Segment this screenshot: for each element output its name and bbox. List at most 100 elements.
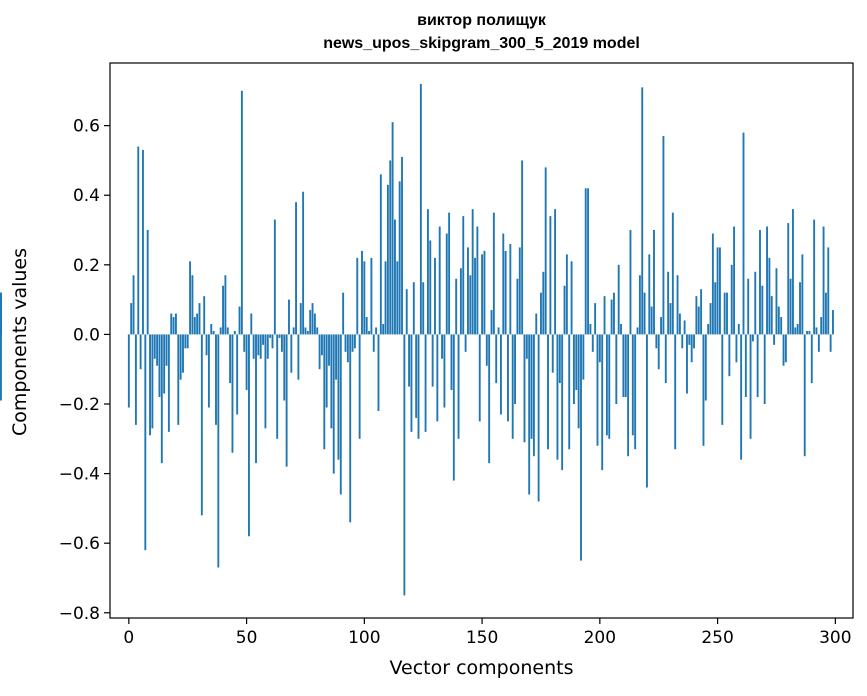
bar: [648, 254, 651, 335]
bar: [554, 209, 557, 335]
bar: [815, 327, 818, 335]
bar: [306, 330, 309, 335]
bar: [514, 334, 517, 405]
bar: [511, 334, 514, 439]
bars-group: [0, 83, 834, 596]
bar: [137, 146, 140, 335]
x-tick-label: 150: [466, 628, 498, 648]
bar: [476, 226, 479, 335]
bar: [417, 334, 420, 439]
bar: [238, 306, 241, 335]
bar: [627, 334, 630, 457]
bar: [464, 334, 467, 352]
bar: [516, 278, 519, 335]
bar: [236, 334, 239, 415]
bar: [434, 257, 436, 335]
y-tick-label: −0.8: [59, 604, 100, 624]
bar: [233, 330, 236, 335]
bar: [248, 334, 250, 537]
bar: [384, 261, 387, 335]
bar: [657, 334, 660, 370]
bar: [523, 334, 526, 443]
bar: [686, 334, 688, 394]
bar: [365, 317, 368, 335]
bar: [356, 257, 359, 335]
y-tick-label: 0.0: [73, 325, 100, 345]
bar: [478, 334, 481, 422]
bar: [297, 334, 300, 380]
bar: [528, 334, 531, 495]
bar: [525, 334, 528, 359]
bar: [561, 334, 564, 471]
bar: [589, 323, 592, 335]
x-tick-label: 0: [123, 628, 134, 648]
bar: [226, 327, 229, 335]
bar: [316, 327, 319, 335]
bar: [332, 334, 335, 474]
bar: [377, 334, 380, 411]
bar: [389, 160, 392, 335]
bar: [629, 230, 632, 335]
bar: [363, 261, 366, 335]
x-tick-label: 250: [701, 628, 733, 648]
bar: [311, 303, 314, 335]
bar: [568, 334, 571, 450]
bar: [313, 313, 316, 335]
bar: [735, 334, 738, 363]
bar: [139, 334, 142, 370]
bar: [674, 334, 677, 450]
bar: [443, 334, 446, 408]
bar: [436, 334, 439, 422]
bar: [601, 334, 604, 471]
bar: [803, 334, 806, 457]
bar: [288, 299, 290, 335]
bar: [535, 313, 538, 335]
bar: [349, 334, 352, 523]
bar: [474, 257, 476, 335]
bar: [262, 334, 265, 345]
bar: [643, 292, 646, 335]
bar: [806, 330, 809, 335]
bar: [575, 334, 578, 391]
bar: [490, 310, 493, 335]
bar: [299, 303, 302, 335]
bar: [615, 334, 618, 405]
bar: [577, 334, 580, 429]
bar: [346, 334, 349, 363]
bar: [321, 334, 323, 356]
bar: [709, 303, 712, 335]
bar: [582, 334, 585, 380]
bar: [556, 334, 559, 460]
bar: [200, 334, 203, 516]
bar: [667, 271, 670, 335]
bar: [229, 334, 232, 384]
bar: [132, 275, 135, 335]
bar: [382, 323, 385, 335]
bar: [283, 334, 286, 401]
bar: [339, 334, 342, 495]
bar: [799, 282, 801, 335]
bar: [358, 334, 361, 439]
bar: [518, 247, 521, 335]
bar: [429, 240, 432, 335]
bar: [156, 334, 159, 366]
bar: [353, 334, 356, 349]
bar: [605, 334, 608, 436]
bar: [744, 334, 747, 398]
bar: [471, 209, 474, 335]
bar: [714, 282, 717, 335]
plot-frame: [109, 62, 854, 619]
bar: [285, 334, 288, 467]
bar: [361, 250, 363, 335]
chart-title-line-2: news_upos_skipgram_300_5_2019 model: [323, 35, 640, 52]
bar: [292, 327, 295, 335]
bar: [264, 334, 267, 429]
bar: [422, 282, 425, 335]
bar: [721, 334, 724, 425]
bar: [770, 296, 773, 335]
bar: [410, 334, 413, 432]
bar: [810, 334, 813, 384]
bar: [174, 313, 177, 335]
bar: [217, 334, 220, 568]
